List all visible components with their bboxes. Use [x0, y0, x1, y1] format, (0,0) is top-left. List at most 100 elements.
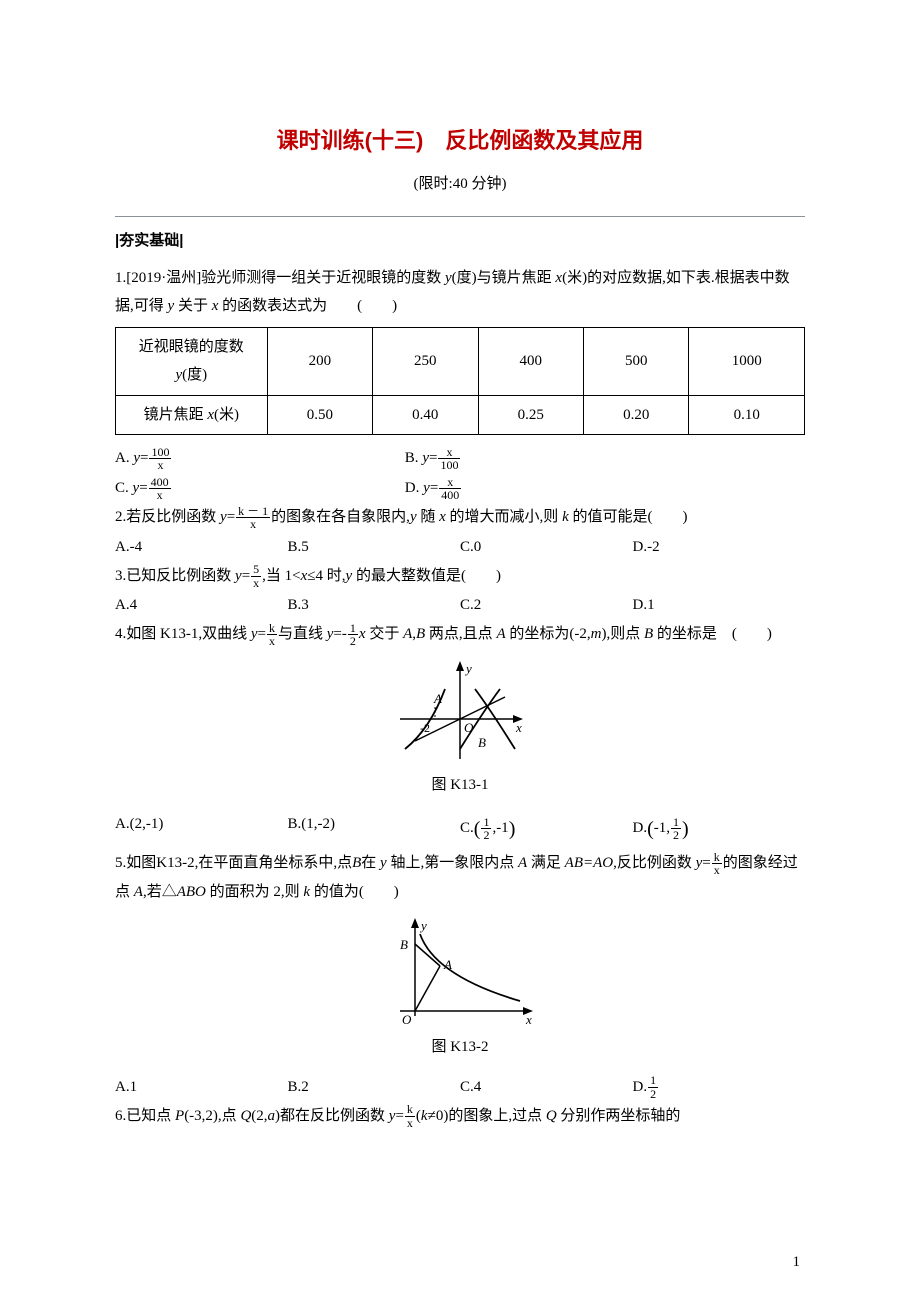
numer: k — [405, 1103, 415, 1117]
var-k: k — [421, 1108, 428, 1124]
y-250: 250 — [373, 327, 478, 395]
var-B: B — [644, 626, 653, 642]
var-A: A — [134, 884, 143, 900]
eq: = — [258, 626, 266, 642]
label: D. — [405, 480, 423, 496]
eq: =- — [333, 626, 346, 642]
var-k: k — [562, 509, 569, 525]
numer: 1 — [671, 816, 681, 830]
label: D. — [633, 1079, 648, 1095]
var-B: B — [416, 626, 425, 642]
stem: 4.如图 K13-1,双曲线 — [115, 626, 251, 642]
rest: ,-1 — [492, 820, 508, 836]
label: A. — [115, 450, 133, 466]
var-y: y — [251, 626, 258, 642]
label: 镜片焦距 — [144, 407, 208, 423]
denom: x — [149, 489, 171, 502]
point-B-label: B — [400, 937, 408, 952]
denom: 2 — [481, 829, 491, 842]
opt-B: B.5 — [288, 532, 461, 562]
var-y: y — [423, 480, 430, 496]
stem: 与直线 — [278, 626, 327, 642]
tri-ABO: ABO — [177, 884, 206, 900]
stem: ,反比例函数 — [613, 855, 696, 871]
stem: 两点,且点 — [425, 626, 496, 642]
q4-options: A.(2,-1) B.(1,-2) C.(12,-1) D.(-1,12) — [115, 809, 805, 849]
label: C. — [115, 480, 133, 496]
numer: k － 1 — [236, 505, 270, 519]
label: (度) — [182, 367, 207, 383]
time-limit: (限时:40 分钟) — [115, 170, 805, 199]
point-A-label: A — [433, 691, 442, 706]
stem: 的值为( ) — [310, 884, 399, 900]
denom: x — [267, 635, 277, 648]
figure-k13-2: y x B A O — [115, 916, 805, 1031]
var-y: y — [445, 270, 452, 286]
opt-C: C.(12,-1) — [460, 809, 633, 849]
label: C. — [460, 820, 474, 836]
opt-C: C.2 — [460, 590, 633, 620]
var-A: A — [496, 626, 505, 642]
x-020: 0.20 — [583, 395, 688, 435]
q5: 5.如图K13-2,在平面直角坐标系中,点B在 y 轴上,第一象限内点 A 满足… — [115, 849, 805, 906]
stem: 2.若反比例函数 — [115, 509, 220, 525]
q2: 2.若反比例函数 y=k － 1x的图象在各自象限内,y 随 x 的增大而减小,… — [115, 503, 805, 532]
var-x: x — [359, 626, 366, 642]
var-P: P — [175, 1108, 184, 1124]
var-Q: Q — [240, 1108, 251, 1124]
opt-A: A.4 — [115, 590, 288, 620]
q1-options-row2: C. y=400x D. y=x400 — [115, 473, 805, 503]
q1-table: 近视眼镜的度数 y(度) 200 250 400 500 1000 镜片焦距 x… — [115, 327, 805, 436]
x-050: 0.50 — [267, 395, 372, 435]
axis-x-label: x — [515, 720, 522, 735]
q4: 4.如图 K13-1,双曲线 y=kx与直线 y=-12x 交于 A,B 两点,… — [115, 620, 805, 649]
q1-stem-a: 1.[2019·温州]验光师测得一组关于近视眼镜的度数 — [115, 270, 445, 286]
opt-D: D.(-1,12) — [633, 809, 806, 849]
stem: 随 — [417, 509, 440, 525]
numer: 1 — [348, 622, 358, 636]
eq: = — [395, 1108, 403, 1124]
var-A: A — [403, 626, 412, 642]
var-x: x — [439, 509, 446, 525]
eq: = — [702, 855, 710, 871]
numer: k — [267, 622, 277, 636]
var-y: y — [380, 855, 387, 871]
q2-options: A.-4 B.5 C.0 D.-2 — [115, 532, 805, 562]
opt-D: D.12 — [633, 1072, 806, 1102]
divider — [115, 216, 805, 217]
stem: 的坐标是 ( ) — [653, 626, 772, 642]
numer: 1 — [481, 816, 491, 830]
q1: 1.[2019·温州]验光师测得一组关于近视眼镜的度数 y(度)与镜片焦距 x(… — [115, 264, 805, 321]
denom: x — [236, 518, 270, 531]
denom: 2 — [348, 635, 358, 648]
var-y: y — [235, 568, 242, 584]
label: D. — [633, 820, 648, 836]
numer: x — [439, 476, 461, 490]
var-y: y — [410, 509, 417, 525]
stem: 轴上,第一象限内点 — [387, 855, 518, 871]
var-A: A — [518, 855, 527, 871]
var-y: y — [133, 480, 140, 496]
stem: )都在反比例函数 — [275, 1108, 389, 1124]
denom: x — [149, 459, 171, 472]
stem: 5.如图K13-2,在平面直角坐标系中,点 — [115, 855, 352, 871]
denom: 2 — [648, 1088, 658, 1101]
stem: ),则点 — [601, 626, 644, 642]
opt-B: B.(1,-2) — [288, 809, 461, 849]
section-header: |夯实基础| — [115, 227, 805, 256]
denom: 100 — [438, 459, 460, 472]
y-400: 400 — [478, 327, 583, 395]
q3: 3.已知反比例函数 y=5x,当 1<x≤4 时,y 的最大整数值是( ) — [115, 562, 805, 591]
lesson-title: 课时训练(十三) 反比例函数及其应用 — [115, 120, 805, 162]
numer: x — [438, 446, 460, 460]
coord: (2, — [251, 1108, 267, 1124]
opt-C: C. y=400x — [115, 473, 405, 503]
coord: (-3,2),点 — [184, 1108, 240, 1124]
stem: 的最大整数值是( ) — [352, 568, 501, 584]
label: (米) — [214, 407, 239, 423]
stem: ,当 1< — [262, 568, 300, 584]
eq: = — [242, 568, 250, 584]
opt-B: B. y=x100 — [405, 443, 750, 473]
stem: 在 — [361, 855, 380, 871]
table-header-y: 近视眼镜的度数 y(度) — [116, 327, 268, 395]
